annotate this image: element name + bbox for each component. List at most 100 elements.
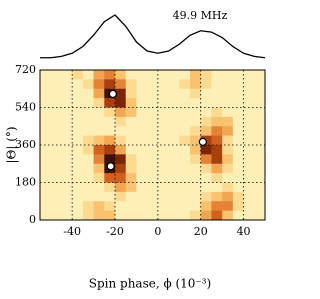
heatmap-cell xyxy=(104,79,116,90)
heatmap-cell xyxy=(125,70,137,80)
heatmap-cell xyxy=(254,88,265,99)
heatmap-cell xyxy=(157,98,169,108)
heatmap-cell xyxy=(232,79,244,90)
heatmap-cell xyxy=(211,163,223,174)
heatmap-cell xyxy=(232,182,244,193)
heatmap-cell xyxy=(72,163,84,174)
heatmap-cell xyxy=(93,191,105,202)
heatmap-cell xyxy=(157,191,169,202)
heatmap-cell xyxy=(168,79,180,90)
heatmap-cell xyxy=(222,135,234,146)
profile-line xyxy=(40,14,266,59)
heatmap-cell xyxy=(82,210,94,220)
heatmap-cell xyxy=(82,70,94,80)
heatmap-cell xyxy=(200,126,212,137)
heatmap-cell xyxy=(40,210,52,220)
y-tick-label: 540 xyxy=(15,101,36,114)
heatmap-cell xyxy=(50,191,62,202)
heatmap-cell xyxy=(40,79,52,90)
annotation: 49.9 MHz xyxy=(173,9,228,22)
heatmap-cell xyxy=(232,88,244,99)
heatmap-cell xyxy=(50,210,62,220)
heatmap-cell xyxy=(50,107,62,118)
heatmap-cell xyxy=(93,126,105,137)
heatmap-cell xyxy=(61,79,73,90)
heatmap-cell xyxy=(72,98,84,108)
heatmap-cell xyxy=(50,173,62,183)
heatmap-cell xyxy=(222,126,234,137)
heatmap-cell xyxy=(115,98,127,108)
heatmap-cell xyxy=(61,154,73,165)
heatmap-cell xyxy=(254,126,265,137)
heatmap-cell xyxy=(222,79,234,90)
heatmap-cell xyxy=(200,145,212,155)
heatmap-cell xyxy=(61,98,73,108)
heatmap-cell xyxy=(200,70,212,80)
heatmap-cell xyxy=(115,135,127,146)
plot-frame xyxy=(39,69,266,221)
heatmap-cell xyxy=(254,182,265,193)
heatmap-cell xyxy=(157,145,169,155)
heatmap-cell xyxy=(104,116,116,127)
heatmap-cell xyxy=(82,163,94,174)
heatmap-cell xyxy=(168,182,180,193)
heatmap-cell xyxy=(179,191,191,202)
heatmap-cell xyxy=(232,135,244,146)
heatmap-cell xyxy=(157,154,169,165)
heatmap-cell xyxy=(254,163,265,174)
heatmap-cell xyxy=(179,210,191,220)
heatmap-cell xyxy=(147,135,159,146)
heatmap-cell xyxy=(125,210,137,220)
heatmap-cell xyxy=(157,135,169,146)
heatmap-cell xyxy=(211,173,223,183)
heatmap-cell xyxy=(82,201,94,212)
marker xyxy=(108,89,117,99)
heatmap-cell xyxy=(136,88,148,99)
heatmap-cell xyxy=(125,126,137,137)
y-tick-label: 180 xyxy=(15,176,36,189)
heatmap-cell xyxy=(211,70,223,80)
heatmap-cell xyxy=(40,145,52,155)
heatmap-cell xyxy=(147,201,159,212)
heatmap-cell xyxy=(243,163,255,174)
heatmap-cell xyxy=(93,210,105,220)
heatmap-cell xyxy=(104,126,116,137)
heatmap-cell xyxy=(147,116,159,127)
heatmap-cell xyxy=(179,98,191,108)
heatmap-cell xyxy=(125,135,137,146)
heatmap-cell xyxy=(147,182,159,193)
heatmap-cell xyxy=(157,107,169,118)
heatmap-cell xyxy=(243,88,255,99)
heatmap-cell xyxy=(157,79,169,90)
heatmap-cell xyxy=(136,107,148,118)
heatmap-cell xyxy=(179,163,191,174)
x-tick-label: -40 xyxy=(63,225,81,238)
heatmap-cell xyxy=(168,145,180,155)
heatmap-cell xyxy=(211,145,223,155)
heatmap-cell xyxy=(179,182,191,193)
heatmap-cell xyxy=(104,70,116,80)
heatmap-cell xyxy=(190,210,202,220)
heatmap-cell xyxy=(50,126,62,137)
heatmap-cell xyxy=(243,210,255,220)
heatmap-cell xyxy=(211,201,223,212)
heatmap-cell xyxy=(200,182,212,193)
heatmap-cell xyxy=(254,107,265,118)
heatmap-cell xyxy=(125,116,137,127)
heatmap-cell xyxy=(93,116,105,127)
heatmap-cell xyxy=(157,88,169,99)
heatmap-cell xyxy=(115,79,127,90)
heatmap-cell xyxy=(104,145,116,155)
heatmap-cell xyxy=(190,135,202,146)
heatmap-cell xyxy=(115,163,127,174)
heatmap-cell xyxy=(147,70,159,80)
heatmap-cell xyxy=(232,210,244,220)
heatmap-cell xyxy=(243,126,255,137)
heatmap-cell xyxy=(211,135,223,146)
heatmap-cell xyxy=(50,163,62,174)
heatmap-cell xyxy=(179,88,191,99)
heatmap-cell xyxy=(232,173,244,183)
heatmap-cell xyxy=(157,210,169,220)
heatmap-cell xyxy=(72,154,84,165)
